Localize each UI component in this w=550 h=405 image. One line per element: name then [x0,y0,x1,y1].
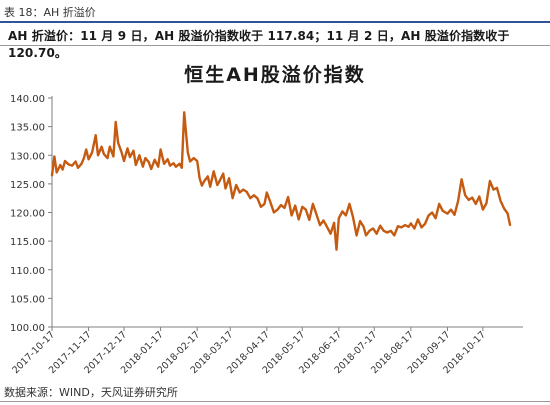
y-tick-label: 120.00 [10,209,45,220]
x-axis: 2017-10-172017-11-172017-12-172018-01-17… [10,326,523,376]
ah-premium-line-chart: 恒生AH股溢价指数 100.00 105.00 110.00 115.00 120.00… [10,63,523,376]
y-tick-label: 100.00 [10,323,45,334]
y-tick-label: 140.00 [10,94,45,105]
y-tick-label: 115.00 [10,237,45,248]
y-tick-label: 135.00 [10,123,45,134]
chart-container: 恒生AH股溢价指数 100.00 105.00 110.00 115.00 120.00… [0,48,550,378]
header-rule [0,21,550,23]
y-axis: 100.00 105.00 110.00 115.00 120.00 125.00 130.… [10,94,53,334]
divider [0,45,550,46]
y-tick-label: 125.00 [10,180,45,191]
series-line-0 [50,111,512,251]
figure-label: 表 18：AH 折溢价 [4,6,96,19]
y-tick-label: 130.00 [10,151,45,162]
y-tick-label: 110.00 [10,266,45,277]
y-tick-label: 105.00 [10,294,45,305]
source-note: 数据来源：WIND，天风证券研究所 [4,386,178,399]
summary-text: AH 折溢价：11 月 9 日，AH 股溢价指数收于 117.84；11 月 2… [8,29,510,60]
series-group [50,111,512,251]
footer-rule [0,401,550,402]
chart-title: 恒生AH股溢价指数 [184,63,366,86]
